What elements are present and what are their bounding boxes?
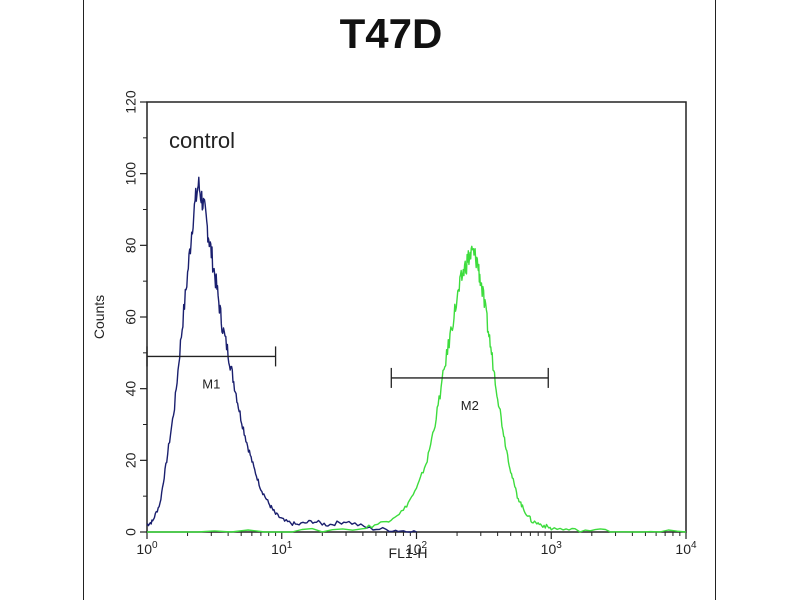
flow-cytometry-figure: T47D 0 20 40 60 80 100 120 100 101 102 103 104 M1 M… — [83, 0, 716, 600]
y-tick-label: 0 — [123, 528, 139, 536]
y-tick-label: 20 — [123, 452, 139, 468]
series-layer — [146, 176, 687, 533]
gate-label: M1 — [202, 376, 220, 391]
marker-layer: M1 M2 — [146, 346, 549, 413]
y-axis-label: Counts — [91, 295, 107, 339]
plot-frame — [146, 101, 687, 533]
x-tick-label: 102 — [406, 540, 428, 557]
y-tick-label: 100 — [123, 162, 139, 186]
gate-marker-m2: M2 — [390, 367, 549, 413]
x-tick-label: 103 — [541, 540, 563, 557]
y-tick-label: 80 — [123, 237, 139, 253]
x-tick-label: 100 — [136, 540, 158, 557]
gate-label: M2 — [461, 398, 479, 413]
y-tick-label: 120 — [123, 90, 139, 114]
x-tick-label: 104 — [675, 540, 697, 557]
series-line-0 — [146, 176, 417, 533]
y-tick-label: 40 — [123, 381, 139, 397]
series-line-1 — [147, 245, 687, 533]
x-tick-label: 101 — [271, 540, 293, 557]
y-tick-label: 60 — [123, 309, 139, 325]
x-axis-label: FL1-H — [389, 545, 428, 561]
y-axis: 0 20 40 60 80 100 120 — [123, 90, 147, 536]
chart-title: T47D — [340, 10, 443, 57]
control-annotation: control — [169, 128, 235, 153]
gate-marker-m1: M1 — [146, 346, 277, 391]
x-axis: 100 101 102 103 104 — [136, 532, 697, 557]
